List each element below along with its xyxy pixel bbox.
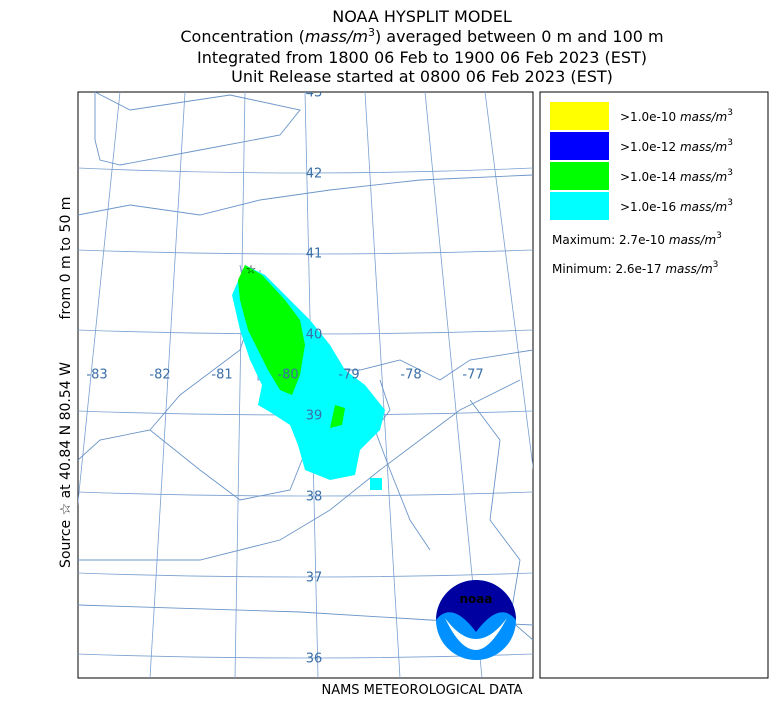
legend-swatch	[550, 162, 609, 190]
lat-label: 41	[306, 247, 323, 262]
legend-label: >1.0e-12	[620, 140, 680, 154]
map-footer: NAMS METEOROLOGICAL DATA	[321, 683, 522, 698]
legend-unit: mass/m	[680, 140, 727, 154]
title-text: ) averaged between 0 m and 100 m	[375, 27, 664, 46]
source-location: Source ☆ at 40.84 N 80.54 W	[58, 362, 74, 568]
legend-text: >1.0e-10 mass/m3	[620, 108, 733, 124]
legend-exp: 3	[727, 198, 733, 208]
source-height: from 0 m to 50 m	[58, 197, 74, 320]
map-labels: 43 42 41 40 39 38 37 36 -83 -82 -81 -80 -79 -78 -77	[86, 86, 483, 667]
legend-text: >1.0e-14 mass/m3	[620, 168, 733, 184]
title-exp: 3	[368, 26, 375, 39]
title-line: NOAA HYSPLIT MODEL	[332, 7, 512, 26]
legend-unit: mass/m	[680, 110, 727, 124]
legend-unit: mass/m	[665, 262, 712, 276]
legend-text: Minimum: 2.6e-17 mass/m3	[552, 260, 718, 276]
title-line: Concentration (mass/m3) averaged between…	[180, 26, 663, 46]
logo-text: noaa	[460, 592, 493, 606]
lon-label: -78	[400, 368, 421, 383]
legend-exp: 3	[727, 168, 733, 178]
legend-exp: 3	[713, 260, 719, 270]
lat-label: 40	[306, 328, 323, 343]
legend-swatch	[550, 132, 609, 160]
lat-label: 37	[306, 571, 323, 586]
lon-label: -77	[462, 368, 483, 383]
source-marker: ☆	[246, 263, 257, 277]
lon-label: -80	[277, 368, 298, 383]
legend-swatch	[550, 102, 609, 130]
legend-label: Minimum: 2.6e-17	[552, 262, 665, 276]
legend-label: >1.0e-14	[620, 170, 680, 184]
legend-exp: 3	[716, 231, 722, 241]
lat-label: 43	[306, 86, 323, 101]
legend-swatch	[550, 192, 609, 220]
legend: >1.0e-10 mass/m3>1.0e-12 mass/m3>1.0e-14…	[539, 91, 769, 679]
plume	[232, 265, 385, 490]
legend-exp: 3	[727, 138, 733, 148]
lon-label: -83	[86, 368, 107, 383]
legend-label: Maximum: 2.7e-10	[552, 233, 669, 247]
legend-unit: mass/m	[680, 170, 727, 184]
legend-label: >1.0e-10	[620, 110, 680, 124]
lat-label: 38	[306, 490, 323, 505]
lat-label: 36	[306, 652, 323, 667]
lon-label: -81	[211, 368, 232, 383]
legend-unit: mass/m	[680, 200, 727, 214]
legend-unit: mass/m	[669, 233, 716, 247]
title-line: Integrated from 1800 06 Feb to 1900 06 F…	[197, 48, 647, 67]
legend-exp: 3	[727, 108, 733, 118]
legend-text: >1.0e-16 mass/m3	[620, 198, 733, 214]
legend-text: Maximum: 2.7e-10 mass/m3	[552, 231, 722, 247]
title-unit: mass/m	[305, 27, 368, 46]
legend-text: >1.0e-12 mass/m3	[620, 138, 733, 154]
lat-label: 39	[306, 409, 323, 424]
title-text: Concentration (	[180, 27, 305, 46]
lat-label: 42	[306, 167, 323, 182]
title-line: Unit Release started at 0800 06 Feb 2023…	[231, 67, 613, 86]
lon-label: -79	[338, 368, 359, 383]
noaa-logo: noaa	[436, 580, 516, 660]
legend-label: >1.0e-16	[620, 200, 680, 214]
lon-label: -82	[149, 368, 170, 383]
